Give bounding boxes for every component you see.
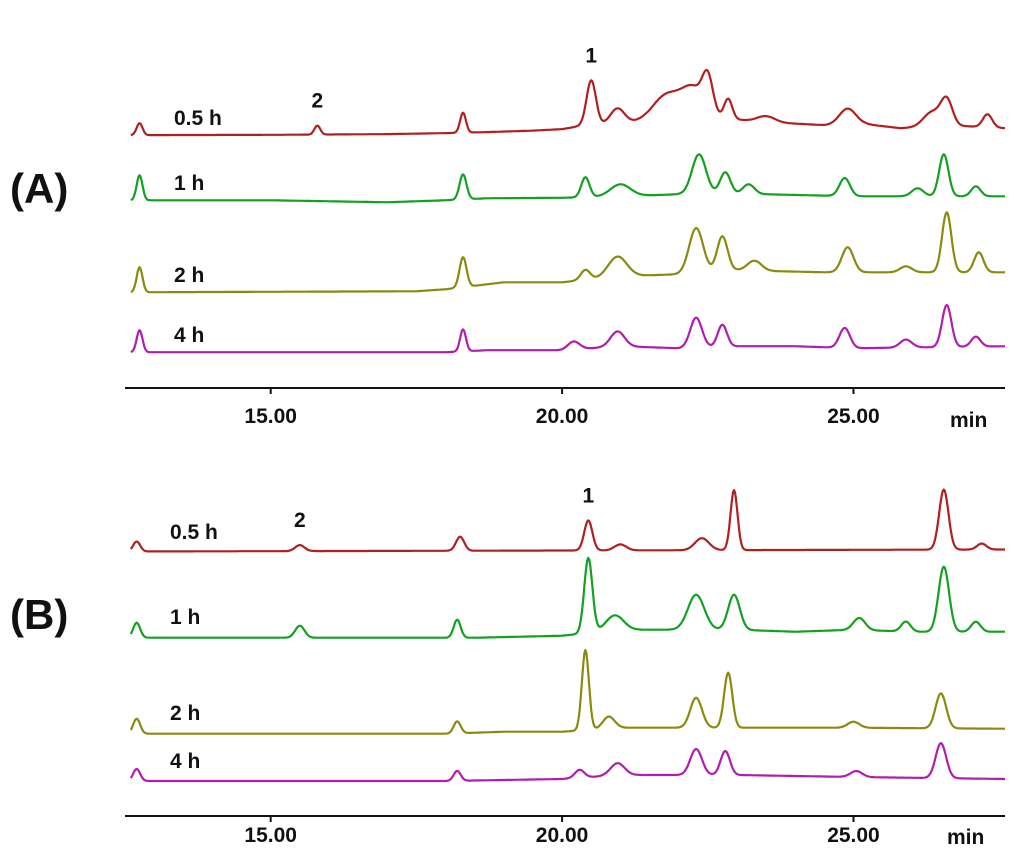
x-tick-label: 20.00 — [536, 405, 589, 428]
x-axis-unit: min — [947, 826, 984, 849]
trace-0-5-h — [130, 68, 1006, 137]
peak-label: 1 — [582, 484, 594, 507]
peak-label: 1 — [585, 44, 597, 67]
panel-label: (B) — [10, 591, 68, 638]
trace-label: 0.5 h — [170, 521, 218, 544]
x-tick-label: 25.00 — [827, 405, 880, 428]
x-tick-label: 15.00 — [244, 824, 297, 847]
trace-1-h — [129, 556, 1006, 639]
panel-b: (B) 0.5 h 1 h 2 h 4 h 1 2 15.00 20.00 25.00 min — [10, 484, 1006, 849]
panel-a: (A) 0.5 h 1 h 2 h 4 h 1 2 15.00 20.00 25.00 min — [10, 44, 1006, 432]
x-tick-label: 20.00 — [536, 824, 589, 847]
trace-label: 0.5 h — [174, 107, 222, 130]
trace-4-h — [129, 742, 1006, 783]
trace-label: 1 h — [174, 172, 204, 195]
peak-label: 2 — [311, 90, 323, 113]
trace-0-5-h — [129, 488, 1006, 553]
trace-1-h — [130, 153, 1006, 204]
trace-label: 1 h — [170, 606, 200, 629]
trace-label: 2 h — [170, 702, 200, 725]
peak-label: 2 — [294, 509, 306, 532]
panel-label: (A) — [10, 165, 68, 212]
trace-2-h — [129, 649, 1006, 735]
x-tick-label: 15.00 — [244, 405, 297, 428]
trace-label: 4 h — [170, 750, 200, 773]
trace-label: 2 h — [174, 264, 204, 287]
x-axis-unit: min — [950, 409, 987, 432]
trace-label: 4 h — [174, 324, 204, 347]
trace-2-h — [130, 211, 1006, 294]
trace-4-h — [130, 303, 1006, 354]
x-tick-label: 25.00 — [827, 824, 880, 847]
